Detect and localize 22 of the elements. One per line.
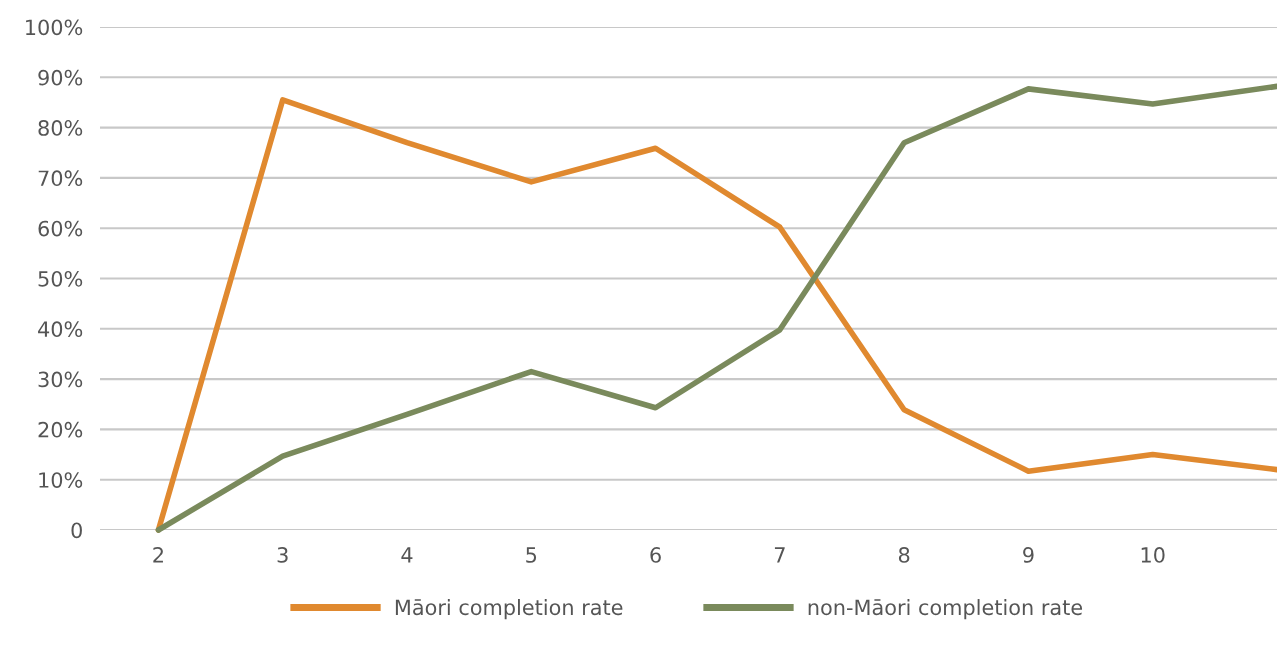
x-tick-label: 6 bbox=[650, 547, 661, 563]
y-tick-label: 80% bbox=[38, 120, 83, 136]
x-tick-label: 3 bbox=[277, 547, 288, 563]
x-tick-label: 2 bbox=[153, 547, 163, 563]
x-tick-label: 4 bbox=[401, 547, 413, 563]
y-tick-label: 20% bbox=[38, 421, 83, 438]
y-tick-label: 30% bbox=[38, 371, 83, 388]
y-tick-label: 50% bbox=[38, 270, 83, 287]
y-tick-label: 60% bbox=[38, 220, 83, 237]
y-tick-label: 100% bbox=[26, 19, 83, 36]
x-tick-label: 8 bbox=[898, 547, 910, 563]
legend-label: Māori completion rate bbox=[395, 599, 623, 620]
x-tick-label: 7 bbox=[774, 547, 785, 563]
y-tick-label: 90% bbox=[38, 69, 83, 86]
legend-label: non-Māori completion rate bbox=[808, 599, 1083, 620]
y-tick-label: 10% bbox=[39, 472, 83, 488]
x-tick-label: 10 bbox=[1141, 547, 1165, 563]
y-tick-label: 0 bbox=[71, 522, 82, 539]
x-tick-label: 5 bbox=[526, 547, 537, 563]
y-tick-label: 40% bbox=[38, 321, 83, 338]
x-tick-label: 9 bbox=[1023, 547, 1034, 563]
y-tick-label: 70% bbox=[38, 170, 83, 187]
